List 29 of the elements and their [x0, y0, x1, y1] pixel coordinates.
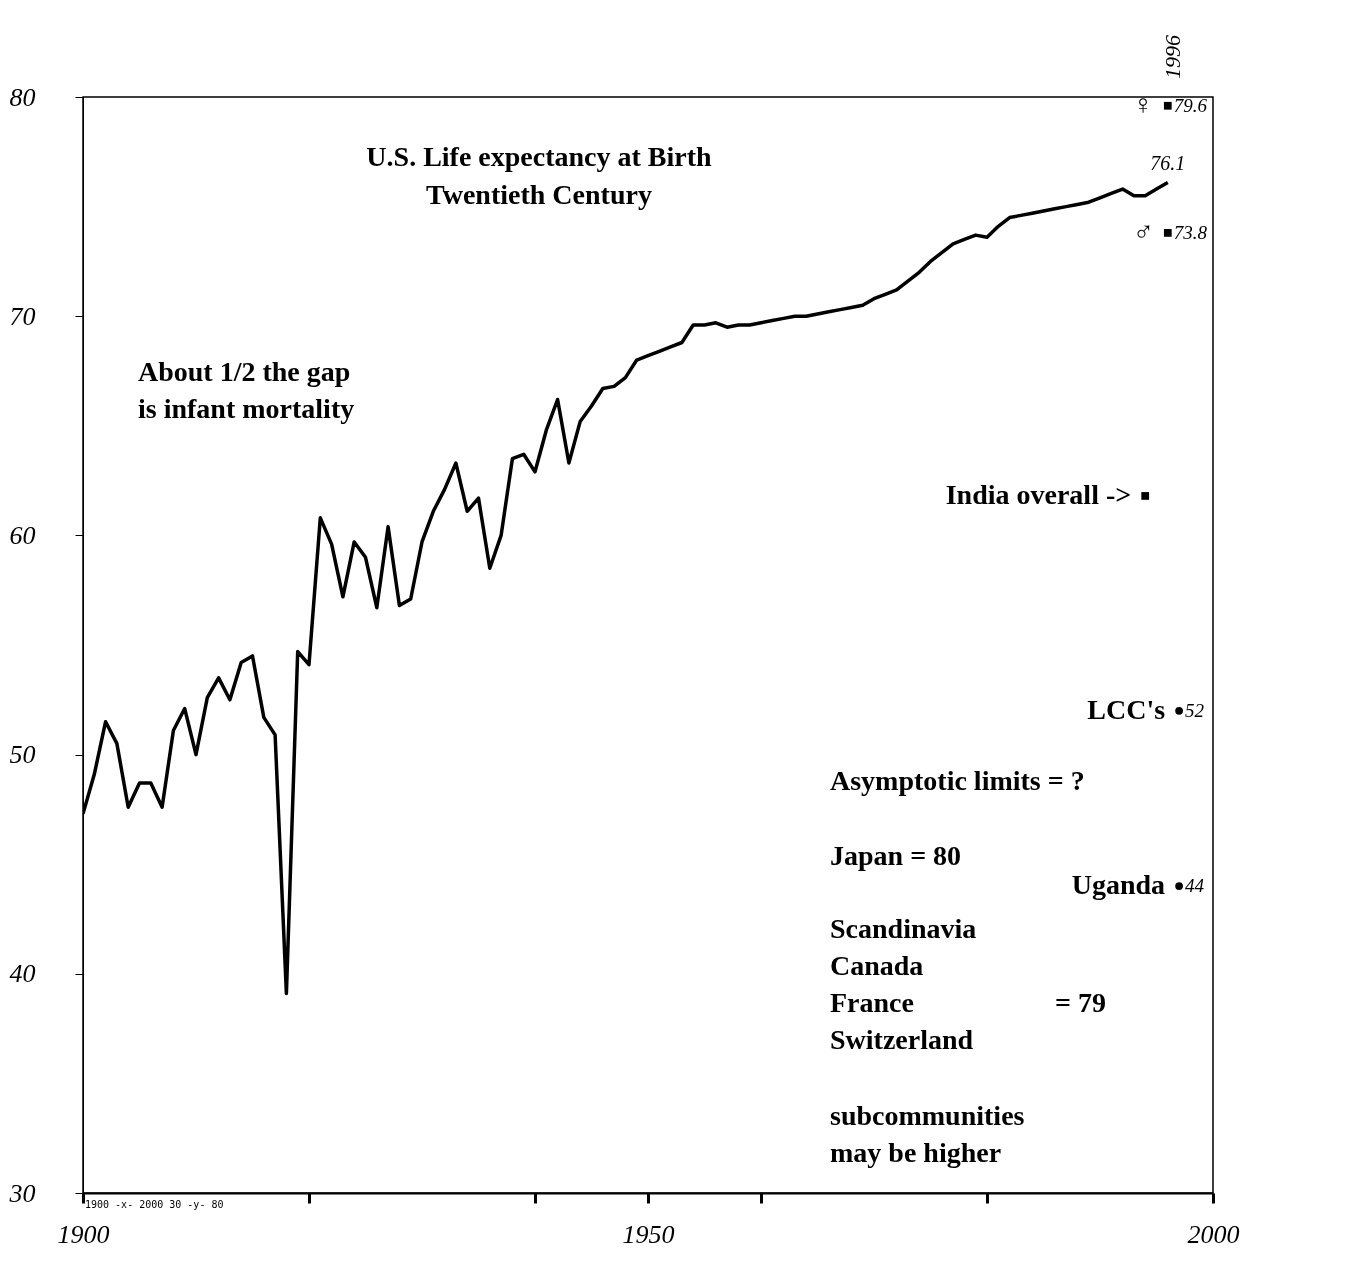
annotation: Scandinavia Canada France Switzerland — [830, 913, 977, 1055]
x-tick-label: 1950 — [622, 1219, 675, 1249]
y-tick-label: 50 — [9, 740, 36, 770]
y-tick-label: 60 — [9, 520, 36, 550]
text: 1900 -x- 2000 30 -y- 80 — [85, 1199, 224, 1210]
annotation: Japan = 80 — [830, 840, 962, 871]
y-tick-label: 70 — [9, 301, 36, 331]
data-label: 52 — [1185, 699, 1205, 721]
y-tick-label: 40 — [9, 959, 36, 989]
series-label: India overall -> — [945, 478, 1132, 510]
x-tick-label: 2000 — [1187, 1219, 1240, 1249]
data-label: 73.8 — [1173, 221, 1208, 243]
series-label: LCC's — [1087, 693, 1166, 725]
data-label: 79.6 — [1173, 94, 1208, 116]
text: Twentieth Century — [426, 179, 652, 210]
x-tick-label: 1900 — [57, 1219, 110, 1249]
annotation: = 79 — [1055, 987, 1106, 1018]
series-label: ♀ — [1132, 88, 1154, 120]
annotation: subcommunities may be higher — [830, 1100, 1025, 1168]
text: 1996 — [1160, 35, 1185, 79]
y-tick-label: 30 — [8, 1178, 36, 1208]
data-label: 44 — [1185, 875, 1205, 897]
annotation: About 1/2 the gap is infant mortality — [138, 356, 355, 424]
annotation: Asymptotic limits = ? — [830, 765, 1085, 796]
series-label: Uganda — [1071, 869, 1166, 901]
text: U.S. Life expectancy at Birth — [366, 141, 713, 172]
annotation: 76.1 — [1150, 152, 1186, 175]
series-label: ♂ — [1132, 215, 1154, 247]
y-tick-label: 80 — [9, 82, 36, 112]
